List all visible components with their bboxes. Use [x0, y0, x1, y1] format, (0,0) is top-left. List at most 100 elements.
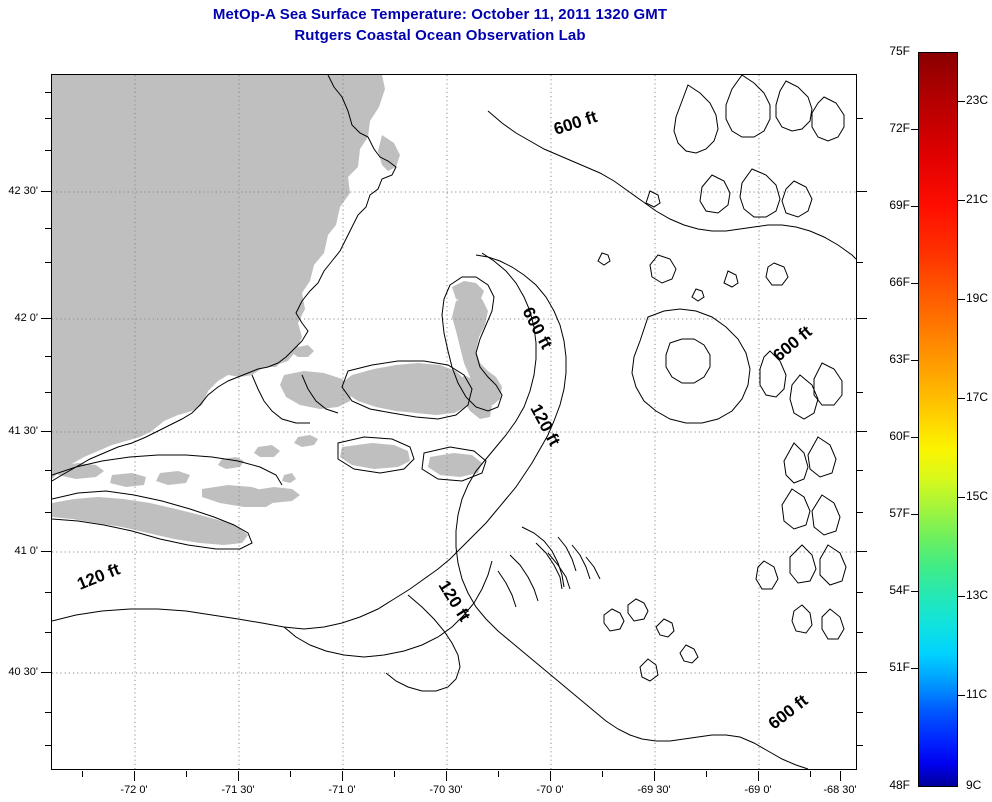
- y-tick-minor: [45, 228, 51, 229]
- x-tick-major: [134, 771, 135, 781]
- y-tick-minor: [45, 118, 51, 119]
- x-tick-minor: [498, 771, 499, 777]
- map-plot-area[interactable]: 600 ft 600 ft 600 ft 600 ft 120 ft 120 f…: [51, 74, 857, 770]
- y-tick-right-minor: [857, 262, 863, 263]
- colorbar-label-f: 51F: [889, 660, 910, 674]
- y-tick-right-minor: [857, 712, 863, 713]
- colorbar-label-c: 23C: [966, 93, 989, 107]
- x-tick-minor: [706, 771, 707, 777]
- x-axis-label: -70 30': [429, 784, 463, 796]
- x-tick-major: [550, 771, 551, 781]
- colorbar-tick-c: [958, 398, 965, 399]
- colorbar-label-f: 60F: [889, 429, 910, 443]
- y-tick-right-minor: [857, 745, 863, 746]
- colorbar-tick-f: [911, 668, 918, 669]
- colorbar-label-f: 69F: [889, 198, 910, 212]
- y-tick-minor: [45, 92, 51, 93]
- x-axis-label: -71 0': [328, 784, 356, 796]
- temperature-colorbar[interactable]: 75F 72F 69F 66F 63F 60F 57F 54F 51F 48F …: [889, 44, 988, 792]
- x-tick-minor: [394, 771, 395, 777]
- x-tick-minor: [82, 771, 83, 777]
- y-tick-right-minor: [857, 118, 863, 119]
- x-axis-label: -72 0': [120, 784, 148, 796]
- y-tick-minor: [45, 592, 51, 593]
- colorbar-tick-c: [958, 299, 965, 300]
- y-tick-major: [41, 672, 51, 673]
- y-tick-right-minor: [857, 632, 863, 633]
- x-tick-minor: [186, 771, 187, 777]
- y-axis-label: 40 30': [8, 666, 38, 678]
- x-axis-label: -71 30': [221, 784, 255, 796]
- colorbar-label-c: 17C: [966, 390, 989, 404]
- colorbar-label-f: 54F: [889, 583, 910, 597]
- y-tick-right-minor: [857, 512, 863, 513]
- y-tick-minor: [45, 470, 51, 471]
- x-axis-label: -68 30': [823, 784, 857, 796]
- coastline-layer: [52, 75, 856, 769]
- y-axis-label: 41 30': [8, 425, 38, 437]
- colorbar-gradient: [918, 52, 958, 787]
- y-axis-label: 42 0': [14, 312, 38, 324]
- sst-map-graphic: 600 ft 600 ft 600 ft 600 ft 120 ft 120 f…: [52, 75, 856, 769]
- y-tick-major: [41, 318, 51, 319]
- colorbar-tick-f: [911, 206, 918, 207]
- colorbar-tick-c: [958, 695, 965, 696]
- colorbar-label-f: 57F: [889, 506, 910, 520]
- title-block: MetOp-A Sea Surface Temperature: October…: [0, 4, 880, 46]
- y-tick-right-major: [857, 318, 867, 319]
- colorbar-tick-f: [911, 591, 918, 592]
- y-tick-minor: [45, 356, 51, 357]
- y-tick-major: [41, 431, 51, 432]
- y-axis-label: 42 30': [8, 185, 38, 197]
- x-tick-major: [238, 771, 239, 781]
- y-tick-minor: [45, 512, 51, 513]
- colorbar-label-f: 48F: [889, 778, 910, 792]
- colorbar-tick-f: [911, 514, 918, 515]
- y-tick-major: [41, 191, 51, 192]
- colorbar-label-c: 21C: [966, 192, 989, 206]
- page-title: MetOp-A Sea Surface Temperature: October…: [212, 6, 668, 23]
- colorbar-label-f: 66F: [889, 275, 910, 289]
- y-tick-major: [41, 551, 51, 552]
- y-tick-right-major: [857, 431, 867, 432]
- x-tick-major: [342, 771, 343, 781]
- y-tick-minor: [45, 262, 51, 263]
- x-axis-label: -69 30': [637, 784, 671, 796]
- page-subtitle: Rutgers Coastal Ocean Observation Lab: [294, 27, 586, 44]
- x-tick-minor: [810, 771, 811, 777]
- y-tick-minor: [45, 745, 51, 746]
- y-tick-right-minor: [857, 470, 863, 471]
- colorbar-tick-c: [958, 200, 965, 201]
- colorbar-label-c: 15C: [966, 489, 989, 503]
- y-tick-minor: [45, 632, 51, 633]
- colorbar-label-f: 63F: [889, 352, 910, 366]
- y-tick-right-major: [857, 672, 867, 673]
- y-axis-label: 41 0': [14, 545, 38, 557]
- x-tick-minor: [290, 771, 291, 777]
- colorbar-label-c: 9C: [966, 778, 982, 792]
- colorbar-tick-f: [911, 129, 918, 130]
- y-tick-right-minor: [857, 592, 863, 593]
- x-tick-minor: [602, 771, 603, 777]
- x-tick-major: [446, 771, 447, 781]
- x-tick-major: [840, 771, 841, 781]
- colorbar-tick-c: [958, 101, 965, 102]
- colorbar-tick-f: [911, 283, 918, 284]
- y-tick-minor: [45, 712, 51, 713]
- colorbar-label-c: 11C: [966, 687, 988, 701]
- colorbar-label-f: 72F: [889, 121, 910, 135]
- x-axis-label: -69 0': [744, 784, 772, 796]
- x-axis-label: -70 0': [536, 784, 564, 796]
- colorbar-label-f: 75F: [889, 44, 910, 58]
- y-tick-minor: [45, 392, 51, 393]
- colorbar-tick-f: [911, 360, 918, 361]
- x-tick-major: [654, 771, 655, 781]
- colorbar-label-c: 13C: [966, 588, 989, 602]
- y-tick-minor: [45, 150, 51, 151]
- colorbar-tick-c: [958, 497, 965, 498]
- colorbar-tick-f: [911, 437, 918, 438]
- y-tick-right-major: [857, 551, 867, 552]
- colorbar-tick-c: [958, 596, 965, 597]
- y-tick-right-minor: [857, 392, 863, 393]
- colorbar-label-c: 19C: [966, 291, 989, 305]
